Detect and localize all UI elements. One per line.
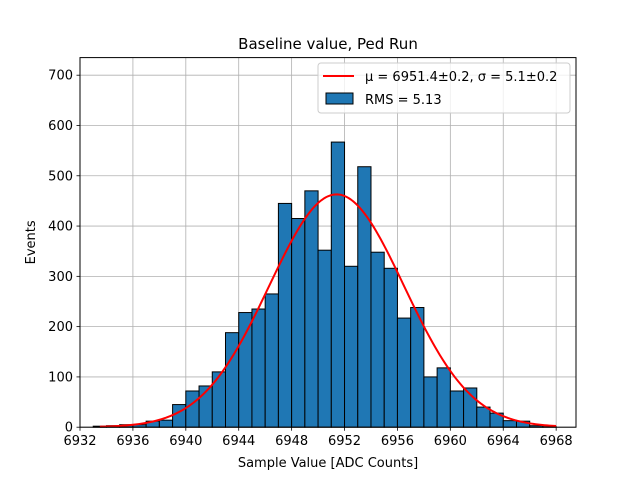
gaussian-fit-curve bbox=[99, 193, 557, 428]
x-tick-label: 6960 bbox=[434, 434, 467, 449]
histogram-bar bbox=[370, 251, 385, 428]
legend-histogram-swatch bbox=[325, 92, 354, 105]
histogram-bar bbox=[423, 376, 438, 428]
x-tick-label: 6944 bbox=[222, 434, 255, 449]
x-tick-label: 6956 bbox=[381, 434, 414, 449]
histogram-bar bbox=[436, 367, 451, 428]
histogram-bar bbox=[304, 190, 319, 428]
x-axis-label: Sample Value [ADC Counts] bbox=[238, 456, 418, 471]
y-tick-label: 300 bbox=[48, 270, 73, 285]
histogram-bar bbox=[344, 265, 359, 428]
histogram-bar bbox=[449, 390, 465, 428]
y-tick-label: 700 bbox=[48, 69, 73, 84]
chart-title: Baseline value, Ped Run bbox=[238, 35, 418, 53]
histogram-bar bbox=[317, 249, 332, 428]
histogram-bar bbox=[410, 307, 425, 428]
histogram-bar bbox=[185, 390, 200, 428]
histogram-bar bbox=[277, 202, 293, 428]
histogram-bar bbox=[383, 267, 398, 428]
histogram-bar bbox=[476, 406, 491, 428]
y-axis-label: Events bbox=[24, 220, 39, 264]
histogram-bar bbox=[211, 371, 226, 428]
histogram-bar bbox=[291, 218, 306, 428]
x-tick-label: 6948 bbox=[275, 434, 308, 449]
histogram-bar bbox=[238, 312, 253, 428]
x-axis-ticks: 6932 6936 6940 6944 6948 6952 6956 6960 6964 6968 bbox=[63, 427, 573, 449]
histogram-bar bbox=[502, 420, 517, 428]
y-tick-label: 0 bbox=[65, 421, 73, 436]
y-axis-ticks: 0 100 200 300 400 500 600 700 bbox=[48, 69, 80, 436]
histogram-bar bbox=[251, 308, 266, 428]
legend: μ = 6951.4±0.2, σ = 5.1±0.2 RMS = 5.13 bbox=[317, 62, 571, 114]
x-tick-label: 6940 bbox=[169, 434, 202, 449]
y-tick-label: 600 bbox=[48, 119, 73, 134]
legend-histogram-label: RMS = 5.13 bbox=[365, 93, 442, 108]
y-tick-label: 200 bbox=[48, 320, 73, 335]
x-tick-label: 6932 bbox=[63, 434, 96, 449]
y-tick-label: 100 bbox=[48, 370, 73, 385]
x-tick-label: 6936 bbox=[116, 434, 149, 449]
legend-box bbox=[317, 62, 571, 114]
histogram-bar bbox=[264, 293, 279, 428]
x-tick-label: 6968 bbox=[540, 434, 573, 449]
histogram-bar bbox=[172, 404, 187, 428]
y-tick-label: 500 bbox=[48, 169, 73, 184]
plot-frame bbox=[79, 57, 577, 428]
fit-curve-group bbox=[99, 193, 557, 428]
histogram-bar bbox=[158, 419, 174, 428]
histogram-bar bbox=[330, 141, 346, 428]
x-tick-label: 6964 bbox=[487, 434, 520, 449]
histogram-bar bbox=[357, 166, 372, 428]
x-tick-label: 6952 bbox=[328, 434, 361, 449]
legend-fit-label: μ = 6951.4±0.2, σ = 5.1±0.2 bbox=[365, 70, 557, 85]
histogram-bar bbox=[224, 332, 240, 428]
y-tick-label: 400 bbox=[48, 220, 73, 235]
histogram-bar bbox=[396, 317, 412, 428]
